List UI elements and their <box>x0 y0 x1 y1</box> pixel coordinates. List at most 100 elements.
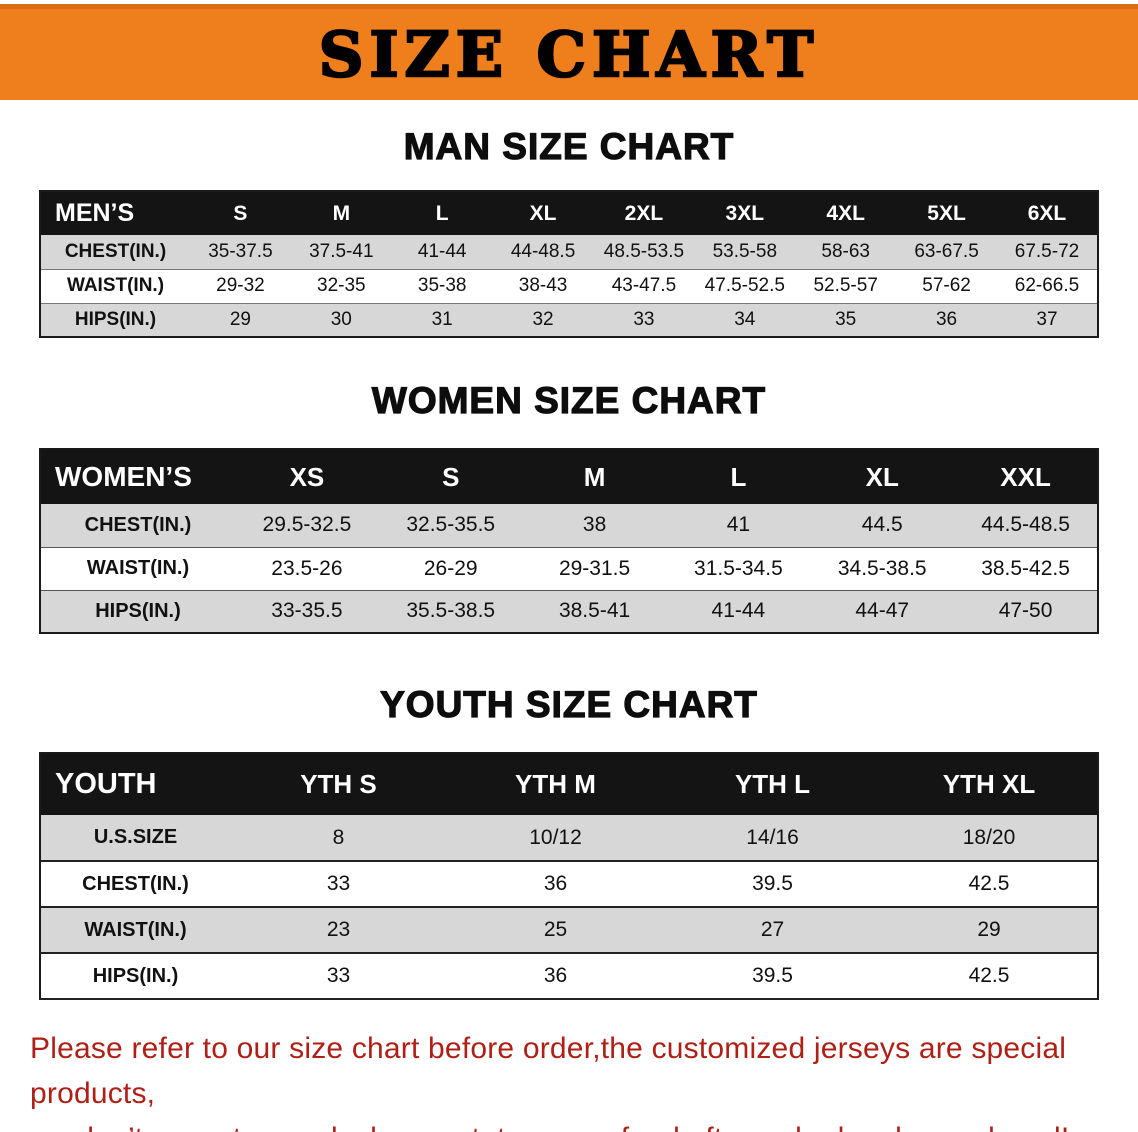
size-header-cell: XXL <box>1000 461 1051 492</box>
row-label-cell: WAIST(IN.) <box>66 275 165 296</box>
size-value-cell: 57-62 <box>922 275 971 296</box>
size-value-cell: 32-35 <box>317 275 366 296</box>
size-header-cell: L <box>730 461 747 492</box>
size-value-cell: 42.5 <box>968 872 1010 895</box>
size-value-cell: 35-37.5 <box>208 240 273 262</box>
row-label-cell: HIPS(IN.) <box>92 964 179 987</box>
size-value-cell: 25 <box>543 918 568 941</box>
row-label-cell: CHEST(IN.) <box>84 513 192 536</box>
table-row: WAIST(IN.) 29-32 32-35 35-38 38-43 43-47.5 47.… <box>40 269 1098 303</box>
table-row: U.S.SIZE 8 10/12 14/16 18/20 <box>40 815 1098 861</box>
size-header-cell: XL <box>865 461 899 492</box>
size-value-cell: 10/12 <box>529 825 582 849</box>
table-row: WAIST(IN.) 23 25 27 29 <box>40 907 1098 953</box>
table-title-cell: MEN’S <box>55 199 135 227</box>
size-value-cell: 36 <box>543 964 568 987</box>
youth-section-heading: YOUTH SIZE CHART <box>380 683 758 725</box>
size-value-cell: 31 <box>431 308 453 330</box>
size-value-cell: 35 <box>835 308 857 330</box>
size-value-cell: 63-67.5 <box>914 240 979 262</box>
row-label-cell: WAIST(IN.) <box>84 918 187 941</box>
size-value-cell: 39.5 <box>752 964 793 987</box>
table-row: HIPS(IN.) 33-35.5 35.5-38.5 38.5-41 41-44 44-… <box>40 590 1098 633</box>
size-value-cell: 48.5-53.5 <box>603 240 685 262</box>
size-value-cell: 47-50 <box>998 599 1053 623</box>
size-value-cell: 29-31.5 <box>558 556 631 580</box>
size-value-cell: 26-29 <box>423 556 478 580</box>
size-value-cell: 53.5-58 <box>712 240 778 262</box>
size-value-cell: 35.5-38.5 <box>406 599 496 623</box>
men-size-table: MEN’S S M L XL 2XL 3XL 4XL 5XL 6XL CHEST(IN.) 35-37… <box>39 190 1099 338</box>
table-row: WAIST(IN.) 23.5-26 26-29 29-31.5 31.5-34.5 34… <box>40 547 1098 590</box>
size-header-cell: 2XL <box>624 201 664 225</box>
size-value-cell: 30 <box>330 308 352 330</box>
size-value-cell: 14/16 <box>746 825 799 849</box>
size-header-cell: S <box>233 201 248 225</box>
size-value-cell: 29 <box>977 918 1001 941</box>
order-notice: Please refer to our size chart before or… <box>30 1026 1110 1132</box>
size-value-cell: 36 <box>543 872 568 895</box>
size-value-cell: 33 <box>326 872 351 895</box>
size-value-cell: 33-35.5 <box>271 599 343 623</box>
size-value-cell: 33 <box>633 308 655 330</box>
youth-size-table: YOUTH YTH S YTH M YTH L YTH XL U.S.SIZE 8 10/12… <box>39 752 1099 1000</box>
size-header-cell: 3XL <box>725 201 765 225</box>
banner: SIZE CHART <box>0 4 1138 100</box>
size-value-cell: 37 <box>1036 308 1058 330</box>
men-section-heading: MAN SIZE CHART <box>403 125 735 167</box>
row-label-cell: CHEST(IN.) <box>82 872 189 895</box>
size-header-cell: XL <box>529 201 557 225</box>
table-title-cell: YOUTH <box>55 768 157 800</box>
youth-size-section: YOUTH SIZE CHART YOUTH YTH S YTH M YTH L YTH… <box>0 683 1138 1000</box>
size-value-cell: 32.5-35.5 <box>406 513 496 537</box>
size-header-cell: YTH M <box>515 769 596 799</box>
size-value-cell: 44.5 <box>861 513 903 537</box>
notice-line-1: Please refer to our size chart before or… <box>30 1032 1067 1110</box>
size-value-cell: 62-66.5 <box>1014 275 1080 296</box>
size-value-cell: 37.5-41 <box>309 240 374 262</box>
size-value-cell: 29 <box>229 308 251 330</box>
women-size-table: WOMEN’S XS S M L XL XXL CHEST(IN.) 29.5-32.5 32.5… <box>39 448 1099 634</box>
size-value-cell: 29.5-32.5 <box>262 513 352 537</box>
size-value-cell: 34.5-38.5 <box>837 556 927 580</box>
size-header-cell: S <box>442 461 460 492</box>
size-value-cell: 35-38 <box>417 275 467 296</box>
size-header-cell: YTH L <box>734 769 811 799</box>
men-size-section: MAN SIZE CHART MEN’S S M L XL 2XL 3XL 4XL 5XL 6XL… <box>0 125 1138 338</box>
size-header-cell: L <box>435 201 449 225</box>
size-value-cell: 44-47 <box>855 599 910 623</box>
size-value-cell: 23 <box>326 918 351 941</box>
table-row: HIPS(IN.) 29 30 31 32 33 34 35 36 37 <box>40 303 1098 337</box>
size-chart-page: SIZE CHART MAN SIZE CHART MEN’S S M L XL 2XL 3… <box>0 4 1138 1132</box>
size-value-cell: 44-48.5 <box>510 240 576 262</box>
size-value-cell: 38 <box>582 513 607 537</box>
table-header-row: WOMEN’S XS S M L XL XXL <box>40 449 1098 504</box>
size-value-cell: 18/20 <box>962 825 1016 849</box>
size-header-cell: 5XL <box>927 201 966 225</box>
size-value-cell: 41-44 <box>417 240 467 262</box>
row-label-cell: HIPS(IN.) <box>95 599 181 622</box>
size-value-cell: 33 <box>326 964 351 987</box>
row-label-cell: CHEST(IN.) <box>64 240 167 262</box>
size-value-cell: 43-47.5 <box>611 275 677 296</box>
size-header-cell: 6XL <box>1027 201 1067 225</box>
size-value-cell: 27 <box>760 918 785 941</box>
women-size-section: WOMEN SIZE CHART WOMEN’S XS S M L XL XXL CHEST(… <box>0 379 1138 634</box>
size-value-cell: 31.5-34.5 <box>694 556 783 580</box>
size-value-cell: 34 <box>734 308 756 330</box>
page-title: SIZE CHART <box>317 17 820 93</box>
size-value-cell: 8 <box>332 825 345 849</box>
size-value-cell: 38-43 <box>518 275 568 296</box>
row-label-cell: U.S.SIZE <box>93 826 178 848</box>
row-label-cell: WAIST(IN.) <box>86 557 190 579</box>
size-value-cell: 47.5-52.5 <box>704 275 785 296</box>
size-header-cell: M <box>332 201 351 225</box>
size-value-cell: 42.5 <box>968 964 1010 987</box>
size-header-cell: YTH XL <box>942 769 1036 799</box>
table-header-row: YOUTH YTH S YTH M YTH L YTH XL <box>40 753 1098 815</box>
table-row: HIPS(IN.) 33 36 39.5 42.5 <box>40 953 1098 999</box>
notice-line-2: we don’t accept cancel, change, teturn o… <box>30 1116 1110 1132</box>
size-value-cell: 44.5-48.5 <box>981 513 1070 537</box>
table-row: CHEST(IN.) 35-37.5 37.5-41 41-44 44-48.5 48.5… <box>40 235 1098 269</box>
size-value-cell: 38.5-42.5 <box>981 556 1070 580</box>
